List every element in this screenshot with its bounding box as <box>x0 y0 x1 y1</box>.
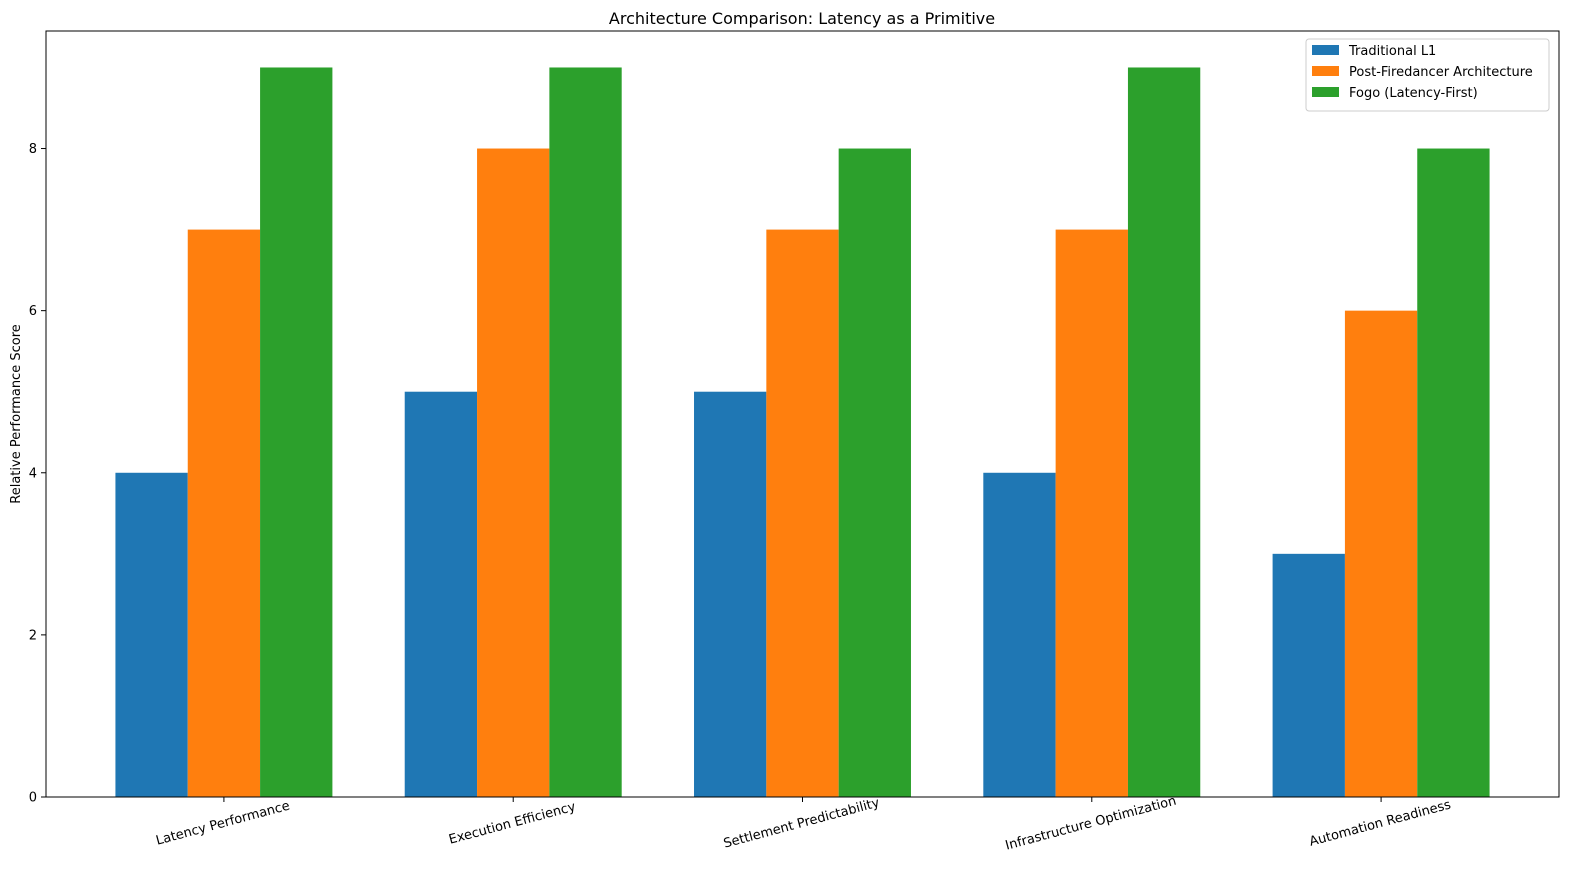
x-tick-label-1: Execution Efficiency <box>447 799 577 847</box>
chart-title: Architecture Comparison: Latency as a Pr… <box>609 9 995 28</box>
y-axis-label: Relative Performance Score <box>9 324 24 503</box>
bar-series-1-category-2 <box>766 229 839 798</box>
bar-series-0-category-2 <box>694 391 767 797</box>
bar-series-1-category-0 <box>187 229 261 798</box>
legend-box <box>1305 38 1550 112</box>
legend: Traditional L1 Post-Firedancer Architectu… <box>1305 38 1550 112</box>
x-tick-label-4: Automation Readiness <box>1308 797 1453 849</box>
y-tick-label-1: 2 <box>29 628 37 643</box>
x-tick-label-0: Latency Performance <box>154 799 291 849</box>
bars-layer <box>115 67 1490 798</box>
y-tick-label-4: 8 <box>29 142 37 157</box>
bar-series-1-category-3 <box>1055 229 1128 798</box>
x-axis: Latency Performance Execution Efficiency S… <box>154 794 1452 854</box>
bar-series-0-category-3 <box>983 472 1056 797</box>
y-tick-label-3: 6 <box>29 304 37 319</box>
legend-label-1: Post-Firedancer Architecture <box>1349 65 1533 80</box>
x-tick-label-3: Infrastructure Optimization <box>1004 794 1178 854</box>
y-tick-label-0: 0 <box>29 791 37 806</box>
bar-series-2-category-1 <box>549 67 622 798</box>
bar-series-2-category-3 <box>1127 67 1201 798</box>
bar-series-2-category-2 <box>838 148 911 797</box>
legend-swatch-0 <box>1312 45 1339 55</box>
bar-series-0-category-0 <box>115 472 188 797</box>
y-axis: 0 2 4 6 8 <box>29 142 46 806</box>
legend-label-2: Fogo (Latency-First) <box>1349 86 1478 101</box>
bar-series-1-category-4 <box>1344 310 1418 797</box>
legend-label-0: Traditional L1 <box>1348 44 1436 59</box>
bar-series-1-category-1 <box>477 148 550 797</box>
y-tick-label-2: 4 <box>29 466 37 481</box>
bar-series-2-category-0 <box>260 67 333 798</box>
legend-swatch-1 <box>1312 66 1339 76</box>
x-tick-label-2: Settlement Predictability <box>722 795 882 851</box>
bar-series-0-category-4 <box>1272 553 1345 797</box>
legend-swatch-2 <box>1312 87 1339 97</box>
bar-series-0-category-1 <box>404 391 478 797</box>
bar-series-2-category-4 <box>1417 148 1490 797</box>
